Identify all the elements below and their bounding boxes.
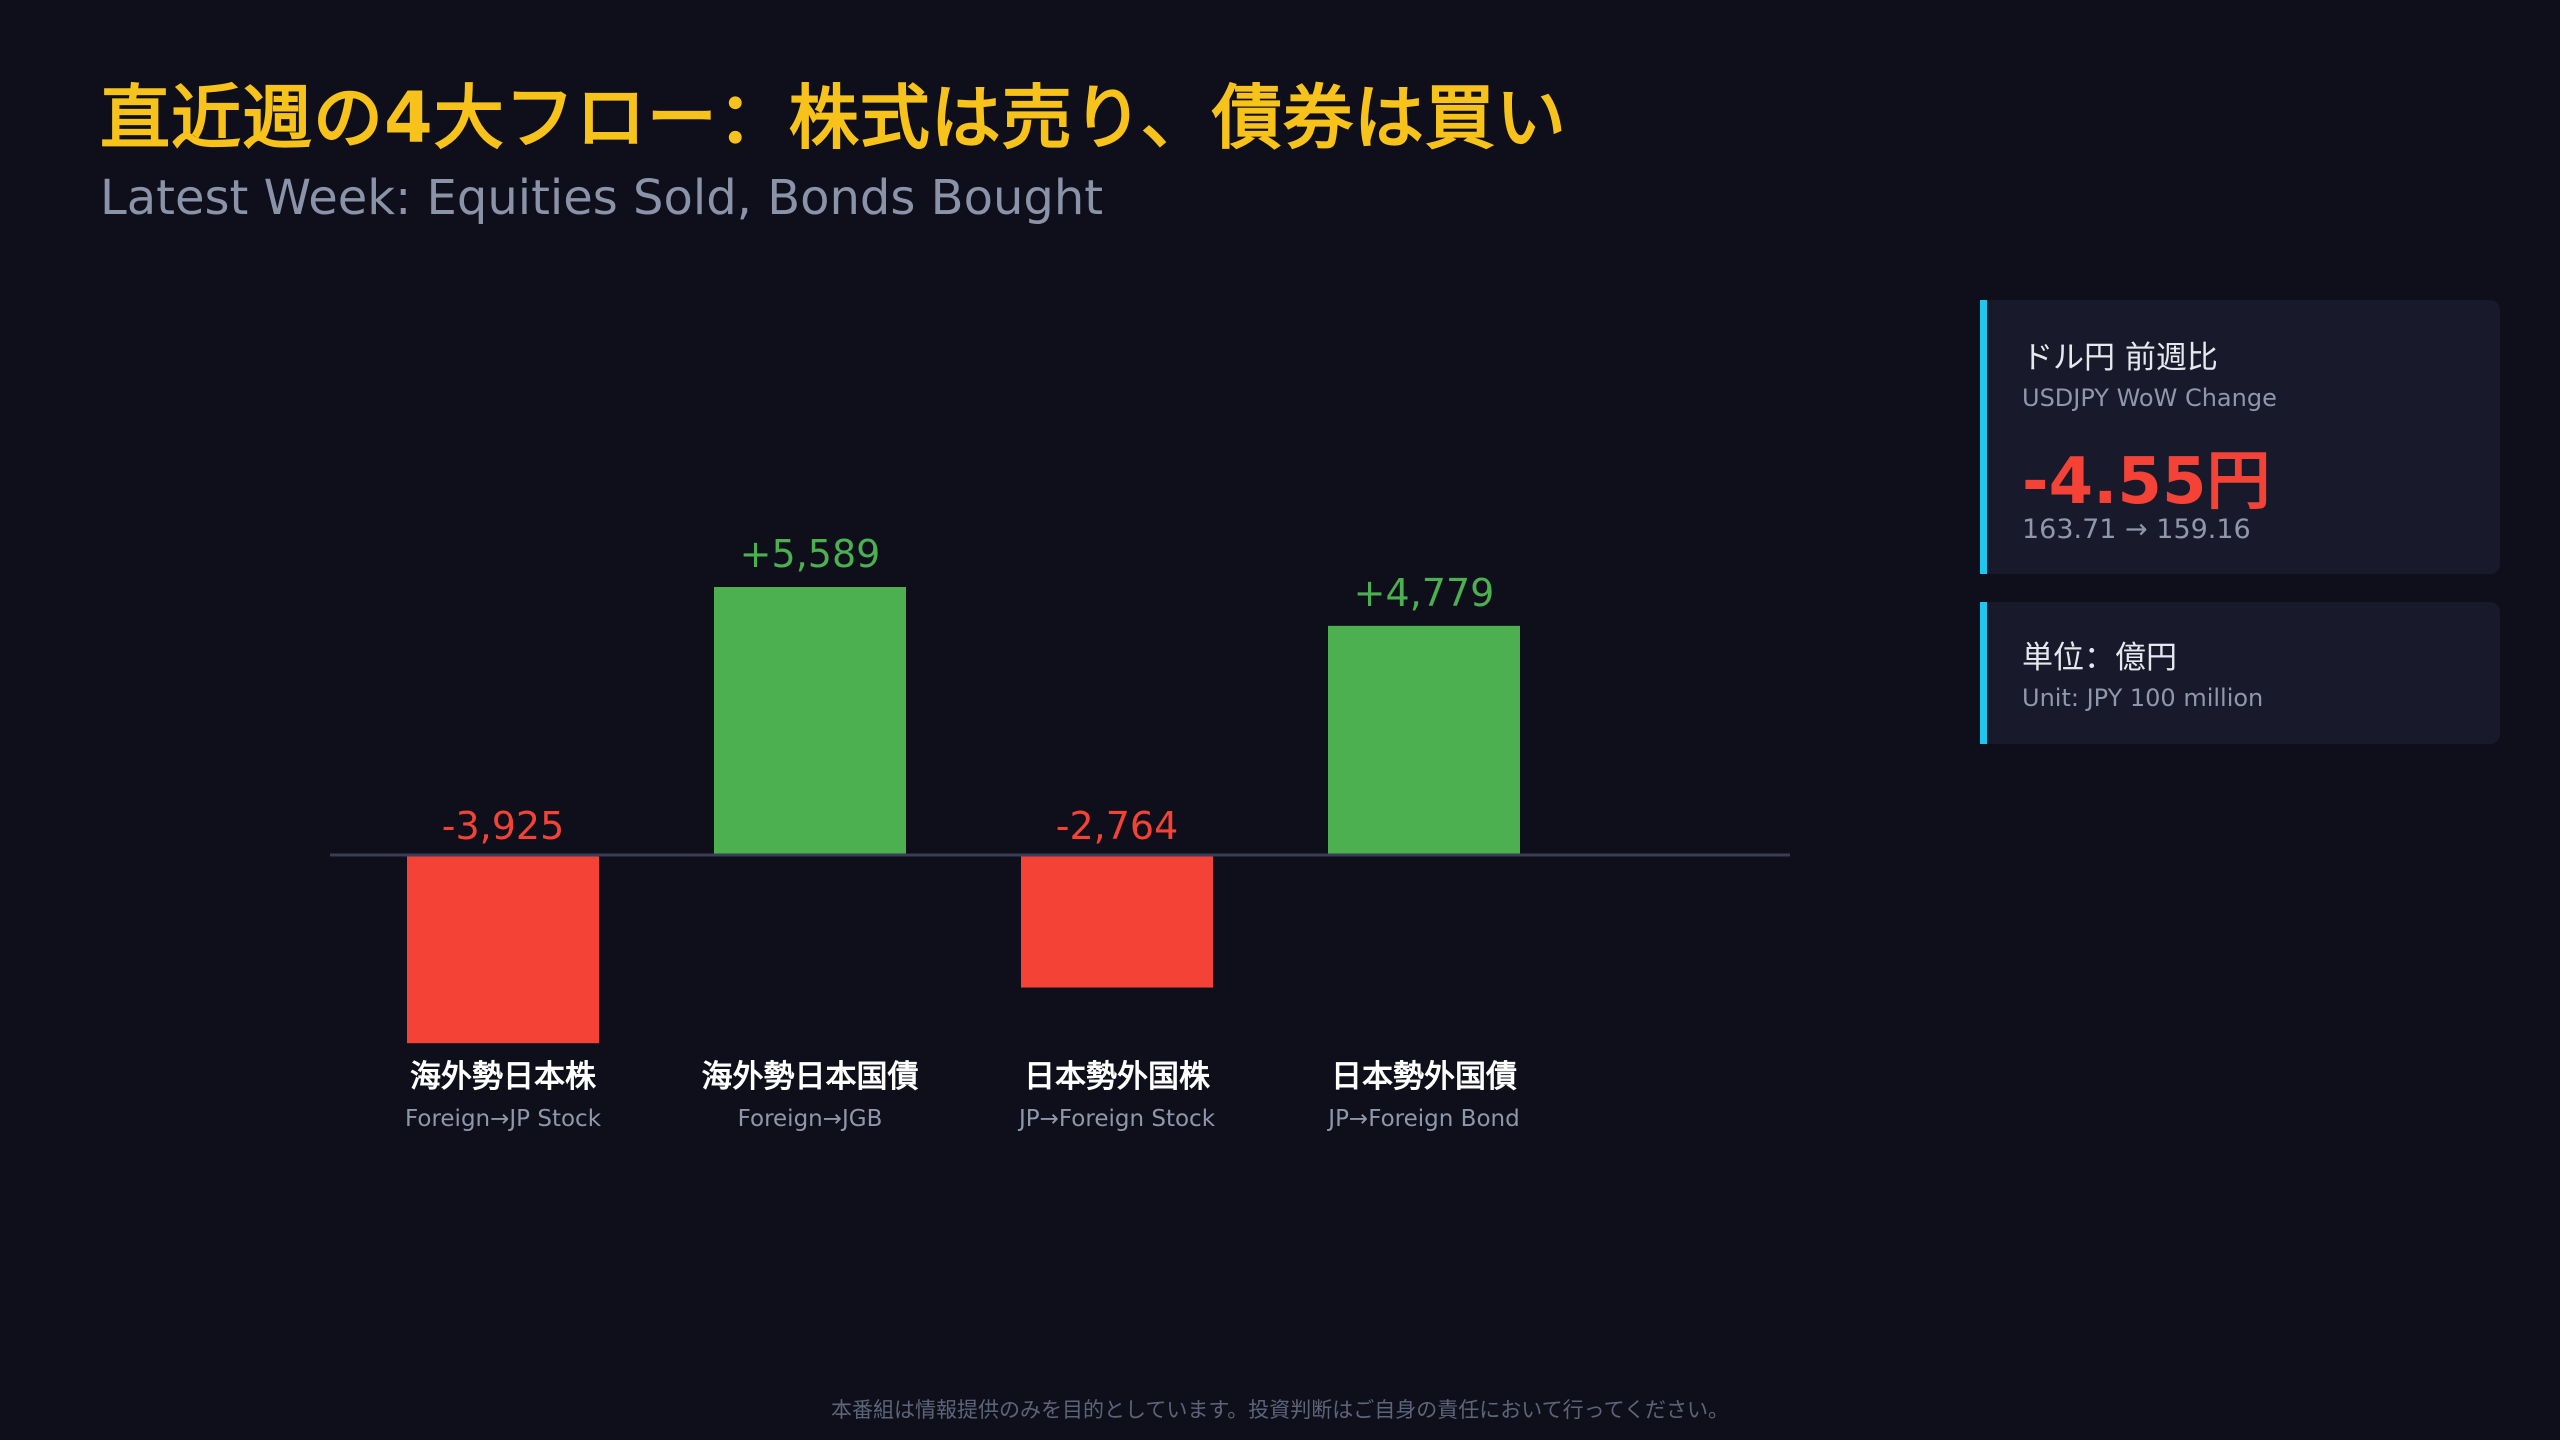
category-sublabel-0: Foreign→JP Stock <box>405 1106 602 1132</box>
bar-0 <box>407 855 599 1044</box>
flow-bar-chart: -3,925 海外勢日本株 Foreign→JP Stock +5,589 海外勢日本国… <box>330 532 1790 1132</box>
category-label-2: 日本勢外国株 <box>1024 1059 1211 1095</box>
bar-3 <box>1328 625 1520 855</box>
usdjpy-rate-range: 163.71 → 159.16 <box>2022 514 2251 545</box>
category-sublabel-3: JP→Foreign Bond <box>1326 1106 1519 1132</box>
data-label-2: -2,764 <box>1056 804 1179 848</box>
category-sublabel-2: JP→Foreign Stock <box>1017 1106 1216 1132</box>
usdjpy-change-card: ドル円 前週比 USDJPY WoW Change -4.55円 163.71 … <box>1980 300 2500 574</box>
data-label-1: +5,589 <box>740 532 881 576</box>
bar-2 <box>1021 855 1213 988</box>
unit-card: 単位：億円 Unit: JPY 100 million <box>1980 602 2500 744</box>
category-label-1: 海外勢日本国債 <box>702 1059 919 1095</box>
category-label-0: 海外勢日本株 <box>410 1059 597 1095</box>
usdjpy-change-value: -4.55円 <box>2022 445 2271 519</box>
usdjpy-card-title: ドル円 前週比 <box>2022 340 2218 376</box>
page-title: 直近週の4大フロー：株式は売り、債券は買い <box>100 77 1567 159</box>
data-label-3: +4,779 <box>1354 571 1495 615</box>
category-label-3: 日本勢外国債 <box>1331 1059 1517 1095</box>
disclaimer: 本番組は情報提供のみを目的としています。投資判断はご自身の責任において行ってくだ… <box>831 1398 1729 1422</box>
bar-1 <box>714 587 906 855</box>
category-sublabel-1: Foreign→JGB <box>738 1106 883 1132</box>
usdjpy-card-subtitle: USDJPY WoW Change <box>2022 384 2277 412</box>
unit-card-title: 単位：億円 <box>2022 640 2177 676</box>
unit-card-subtitle: Unit: JPY 100 million <box>2022 684 2264 712</box>
data-label-0: -3,925 <box>442 804 565 848</box>
page-subtitle: Latest Week: Equities Sold, Bonds Bought <box>100 170 1104 226</box>
